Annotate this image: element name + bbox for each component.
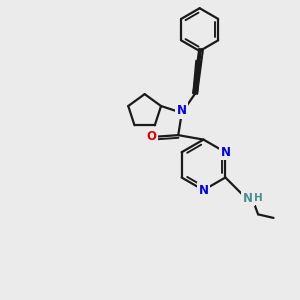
Text: N: N [220,146,230,159]
Text: N: N [199,184,208,196]
Text: N: N [177,104,187,117]
Text: N: N [243,191,253,205]
Text: O: O [146,130,157,143]
Text: H: H [254,193,262,203]
